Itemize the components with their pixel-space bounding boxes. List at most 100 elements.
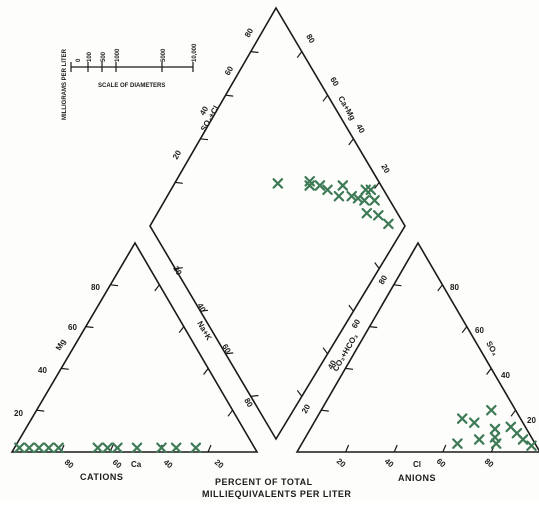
cation-sample-marker	[102, 442, 113, 454]
sample-marker-stroke	[337, 180, 349, 191]
diamond-ll-tick	[200, 309, 209, 312]
cl-tick-label: 20	[335, 457, 348, 470]
diamond-sample-marker	[373, 210, 384, 221]
sample-marker-stroke	[102, 442, 113, 454]
anion-sample-marker	[473, 434, 485, 445]
sample-marker-stroke	[190, 442, 202, 454]
diamond-ur-tick	[296, 51, 303, 59]
diamond-ul-tick	[175, 181, 183, 184]
cation-left-tick	[36, 409, 45, 412]
sample-marker-stroke	[314, 180, 326, 191]
so4-tick-label: 80	[450, 283, 459, 292]
sample-marker-stroke	[170, 442, 182, 454]
cation-right-tick	[178, 326, 185, 334]
camg-tick-label: 60	[328, 76, 341, 89]
so4cl-tick-label: 60	[223, 64, 236, 77]
diamond-sample-marker	[369, 195, 380, 206]
sample-marker-stroke	[526, 440, 537, 451]
anion-base-tick	[442, 444, 447, 453]
anion-sample-marker	[490, 438, 502, 449]
diamond-labels: 80 60 40 20 SO₄+Cl 80 60 40 20 Ca+Mg	[171, 26, 392, 175]
diamond-sample-marker	[361, 207, 373, 219]
cation-right-tick	[154, 284, 160, 292]
diamond-lr-tick	[322, 347, 329, 355]
cation-sample-marker	[190, 442, 202, 454]
cation-sample-marker	[131, 442, 143, 454]
tick-layer	[36, 51, 517, 453]
sample-marker-stroke	[43, 442, 55, 454]
anion-sample-marker	[469, 417, 480, 428]
scale-value: 500	[101, 51, 107, 62]
caption-line-1: PERCENT OF TOTAL	[215, 477, 313, 487]
cl-tick-label: 60	[435, 457, 448, 470]
diamond-ll-tick	[250, 394, 259, 397]
mg-tick-label: 60	[68, 323, 77, 332]
mg-tick-label: 20	[14, 409, 23, 418]
cl-tick-label: 40	[383, 457, 396, 470]
cation-sample-marker	[43, 442, 55, 454]
so4-axis-label: SO₄	[484, 340, 500, 358]
anion-triangle-frame	[295, 241, 539, 453]
anion-base-tick	[393, 444, 398, 453]
diamond-sample-marker	[314, 180, 326, 191]
anion-sample-marker	[489, 423, 501, 435]
sample-marker-stroke	[486, 404, 497, 416]
diamond-ul-tick	[200, 138, 209, 141]
diamond-sample-marker	[346, 190, 357, 202]
scale-legend: MILLIGRAMS PER LITER 0 100 500 1000 5000…	[62, 43, 198, 120]
diamond-ll-tick	[175, 267, 183, 270]
diamond-sample-marker	[322, 184, 333, 196]
nak-axis-label: Na+K	[195, 320, 213, 343]
sample-markers	[14, 176, 537, 454]
cation-left-tick	[85, 326, 94, 329]
camg-tick-label: 20	[379, 163, 392, 176]
cation-sample-marker	[14, 442, 25, 454]
caption-line-2: MILLIEQUIVALENTS PER LITER	[202, 489, 351, 499]
cation-sample-marker	[170, 442, 182, 454]
sample-marker-stroke	[33, 442, 45, 454]
sample-marker-stroke	[112, 442, 123, 454]
mg-tick-label: 40	[38, 366, 47, 375]
cation-sample-marker	[33, 442, 45, 454]
cation-right-tick	[203, 368, 209, 375]
anion-left-tick	[321, 409, 329, 412]
sample-marker-stroke	[333, 190, 345, 202]
ca-tick-label: 20	[213, 458, 226, 471]
sample-marker-stroke	[469, 417, 480, 428]
scale-value: 5000	[161, 48, 167, 62]
nak-tick-label: 40	[195, 302, 208, 315]
scale-unit-label: MILLIGRAMS PER LITER	[62, 48, 68, 120]
sample-marker-stroke	[272, 178, 284, 189]
camg-tick-label: 40	[354, 123, 367, 136]
cl-axis-label: Cl	[413, 460, 421, 469]
cation-sample-marker	[156, 442, 167, 454]
sample-marker-stroke	[53, 442, 64, 454]
so4-tick-label: 60	[475, 326, 484, 335]
diamond-ul-tick	[225, 94, 234, 97]
anion-sample-marker	[456, 413, 468, 424]
sample-marker-stroke	[505, 421, 517, 433]
ca-tick-label: 40	[162, 458, 175, 471]
anion-right-tick	[461, 326, 468, 334]
co3-tick-label: 80	[377, 273, 390, 286]
sample-marker-stroke	[473, 434, 485, 445]
co3-tick-label: 60	[350, 317, 363, 330]
anion-sample-marker	[526, 440, 537, 451]
sample-marker-stroke	[304, 176, 315, 187]
sample-marker-stroke	[452, 438, 463, 449]
sample-marker-stroke	[517, 434, 529, 445]
sample-marker-stroke	[383, 218, 394, 230]
sample-marker-stroke	[511, 427, 523, 439]
anion-sample-marker	[452, 438, 463, 449]
cation-sample-marker	[23, 442, 35, 454]
cation-sample-marker	[112, 442, 123, 454]
diamond-lr-tick	[296, 389, 303, 397]
cation-sample-marker	[92, 442, 104, 454]
mg-axis-label: Mg	[54, 337, 68, 352]
sample-marker-stroke	[23, 442, 35, 454]
diamond-lr-tick	[374, 262, 380, 269]
diamond-ul-tick	[250, 51, 259, 54]
ca-tick-label: 80	[63, 458, 76, 471]
